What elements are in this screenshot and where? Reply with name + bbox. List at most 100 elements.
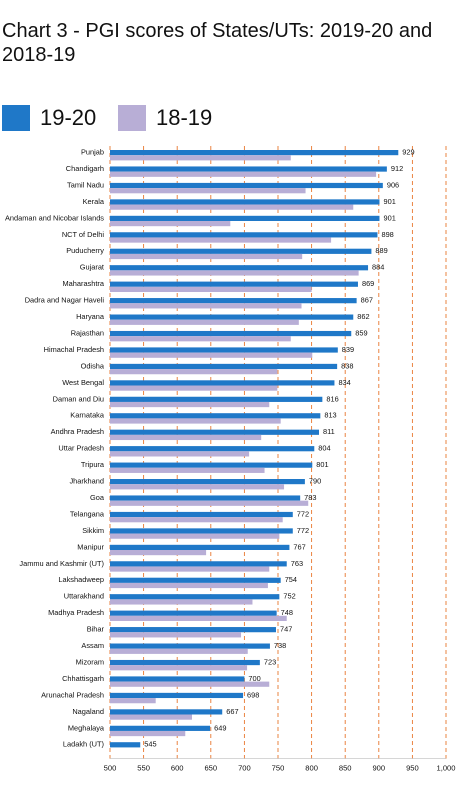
category-label: Himachal Pradesh — [44, 345, 104, 354]
value-label-19-20: 804 — [318, 444, 330, 453]
legend-item-19-20: 19-20 — [2, 103, 96, 133]
bar-18-19 — [110, 155, 291, 161]
bar-19-20 — [110, 594, 280, 600]
bar-18-19 — [110, 352, 313, 358]
bar-18-19 — [110, 221, 231, 227]
category-label: Rajasthan — [71, 328, 104, 337]
bar-19-20 — [110, 347, 338, 353]
value-label-19-20: 834 — [338, 378, 350, 387]
category-label: West Bengal — [62, 378, 104, 387]
category-label: Kerala — [83, 197, 105, 206]
bar-18-19 — [110, 270, 359, 276]
x-tick-label: 900 — [372, 764, 385, 773]
bar-18-19 — [110, 566, 270, 572]
x-tick-label: 800 — [305, 764, 318, 773]
bar-19-20 — [110, 742, 141, 748]
bar-19-20 — [110, 232, 378, 238]
bar-18-19 — [110, 615, 287, 621]
category-label: Maharashtra — [63, 279, 105, 288]
category-label: Dadra and Nagar Haveli — [25, 296, 105, 305]
value-label-19-20: 859 — [355, 328, 367, 337]
value-label-19-20: 790 — [309, 477, 321, 486]
legend-swatch-18-19 — [118, 105, 146, 131]
value-label-19-20: 748 — [281, 608, 293, 617]
category-label: Bihar — [87, 625, 105, 634]
category-label: Haryana — [76, 312, 105, 321]
bar-18-19 — [110, 253, 303, 260]
bar-18-19 — [110, 714, 192, 720]
bar-18-19 — [110, 369, 278, 375]
bar-18-19 — [110, 665, 248, 671]
category-label: Chhattisgarh — [62, 674, 104, 683]
value-label-19-20: 898 — [381, 230, 393, 239]
value-label-19-20: 649 — [214, 723, 226, 732]
bar-18-19 — [110, 401, 270, 408]
bar-19-20 — [110, 479, 305, 485]
category-label: Andhra Pradesh — [51, 427, 104, 436]
category-label: Uttar Pradesh — [58, 444, 104, 453]
category-label: Lakshadweep — [58, 575, 104, 584]
category-label: Odisha — [81, 361, 105, 370]
value-label-19-20: 869 — [362, 279, 374, 288]
value-label-19-20: 929 — [402, 148, 414, 157]
bar-18-19 — [110, 434, 262, 441]
value-label-19-20: 772 — [297, 526, 309, 535]
bar-19-20 — [110, 429, 319, 435]
bar-19-20 — [110, 627, 276, 633]
value-label-19-20: 767 — [293, 542, 305, 551]
category-label: Arunachal Pradesh — [41, 690, 104, 699]
bar-18-19 — [110, 599, 253, 605]
value-label-19-20: 811 — [323, 427, 335, 436]
category-label: Goa — [90, 493, 105, 502]
bar-18-19 — [110, 451, 250, 457]
value-label-19-20: 906 — [387, 180, 399, 189]
value-label-19-20: 763 — [291, 559, 303, 568]
legend-swatch-19-20 — [2, 105, 30, 131]
bar-18-19 — [110, 467, 265, 473]
bar-18-19 — [110, 582, 268, 589]
bar-19-20 — [110, 298, 357, 304]
value-label-19-20: 884 — [372, 263, 384, 272]
value-label-19-20: 738 — [274, 641, 286, 650]
category-label: Sikkim — [82, 526, 104, 535]
category-label: Punjab — [81, 148, 104, 157]
bar-18-19 — [110, 648, 248, 654]
bar-19-20 — [110, 610, 277, 616]
bar-19-20 — [110, 215, 380, 221]
legend-label-19-20: 19-20 — [40, 105, 97, 130]
bar-19-20 — [110, 725, 211, 731]
bar-18-19 — [110, 730, 186, 737]
category-label: Assam — [81, 641, 104, 650]
chart-legend: 19-20 18-19 — [0, 103, 474, 133]
bar-18-19 — [110, 286, 312, 292]
category-label: Nagaland — [72, 707, 104, 716]
value-label-19-20: 783 — [304, 493, 316, 502]
bar-19-20 — [110, 314, 354, 320]
bar-18-19 — [110, 303, 302, 309]
bar-19-20 — [110, 150, 399, 156]
bar-19-20 — [110, 495, 301, 501]
x-tick-label: 550 — [137, 764, 150, 773]
bar-18-19 — [110, 550, 207, 556]
bar-19-20 — [110, 265, 369, 271]
value-label-19-20: 698 — [247, 690, 259, 699]
bar-18-19 — [110, 418, 281, 424]
bar-chart: Punjab 929 Chandigarh 912 Tamil Nadu 906 Keral… — [5, 146, 456, 773]
value-label-19-20: 754 — [285, 575, 297, 584]
category-label: Andaman and Nicobar Islands — [5, 213, 104, 222]
bar-18-19 — [110, 385, 278, 391]
bar-19-20 — [110, 659, 260, 666]
bar-19-20 — [110, 709, 223, 715]
bar-19-20 — [110, 643, 270, 649]
category-label: Madhya Pradesh — [48, 608, 104, 617]
value-label-19-20: 813 — [324, 411, 336, 420]
value-label-19-20: 839 — [342, 345, 354, 354]
bar-19-20 — [110, 692, 244, 699]
x-tick-label: 700 — [238, 764, 251, 773]
value-label-19-20: 667 — [226, 707, 238, 716]
value-label-19-20: 816 — [326, 394, 338, 403]
category-label: Tripura — [81, 460, 105, 469]
bar-19-20 — [110, 462, 313, 468]
value-label-19-20: 862 — [357, 312, 369, 321]
category-label: Jharkhand — [69, 477, 104, 486]
